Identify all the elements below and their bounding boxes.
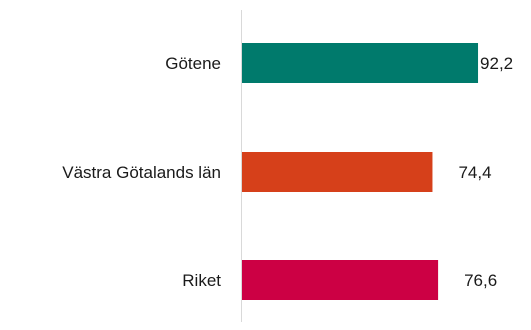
bar-1 [242, 152, 433, 192]
value-label: 92,2 [480, 54, 513, 73]
bar-0 [242, 43, 479, 83]
value-label: 76,6 [464, 271, 497, 290]
category-label: Götene [165, 54, 221, 73]
category-label: Västra Götalands län [62, 163, 221, 182]
category-label: Riket [182, 271, 221, 290]
value-label: 74,4 [458, 163, 491, 182]
bar-2 [242, 260, 439, 300]
